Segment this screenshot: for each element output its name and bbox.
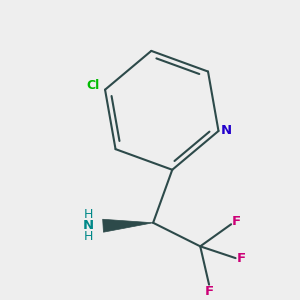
Text: F: F <box>237 252 246 265</box>
Text: N: N <box>83 219 94 232</box>
Polygon shape <box>103 219 153 232</box>
Text: Cl: Cl <box>87 79 100 92</box>
Text: N: N <box>220 124 231 137</box>
Text: H: H <box>84 230 93 243</box>
Text: H: H <box>84 208 93 221</box>
Text: F: F <box>205 285 214 298</box>
Text: F: F <box>232 215 241 228</box>
